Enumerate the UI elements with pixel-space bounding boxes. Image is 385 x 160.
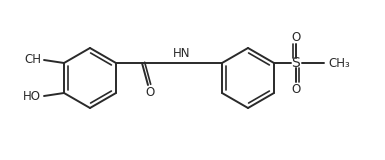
- Text: CH: CH: [24, 52, 41, 65]
- Text: O: O: [146, 85, 155, 99]
- Text: S: S: [291, 56, 300, 70]
- Text: O: O: [291, 83, 301, 96]
- Text: CH₃: CH₃: [328, 56, 350, 69]
- Text: O: O: [291, 31, 301, 44]
- Text: HN: HN: [173, 47, 191, 60]
- Text: HO: HO: [23, 91, 41, 104]
